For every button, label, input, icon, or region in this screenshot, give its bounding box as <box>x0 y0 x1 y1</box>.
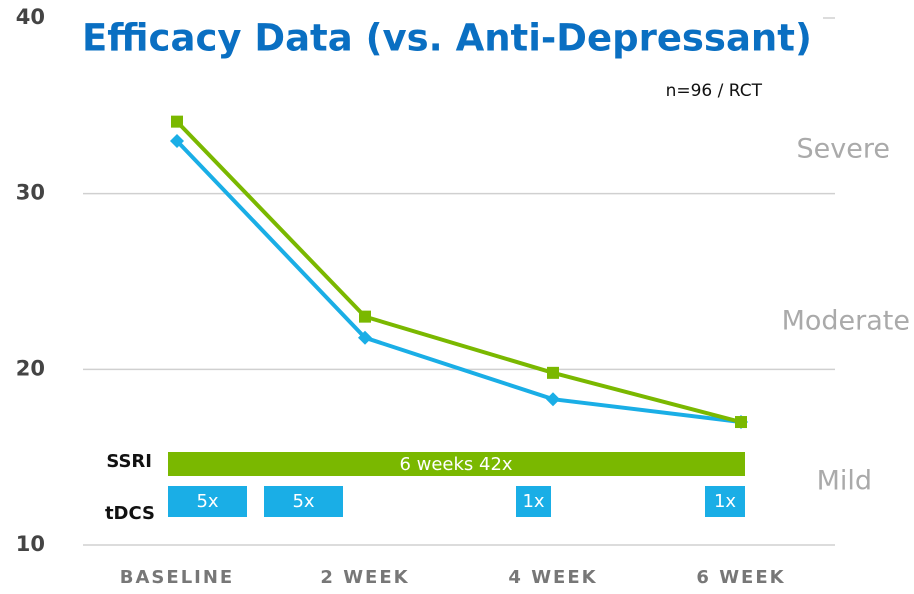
marker <box>170 133 184 148</box>
tdcs-box <box>168 486 247 517</box>
severity-label: Severe <box>797 134 890 165</box>
series-label: SSRI <box>106 451 152 472</box>
note: n=96 / RCT <box>666 81 763 101</box>
marker <box>547 366 559 379</box>
y-tick-label: 20 <box>16 356 45 380</box>
x-tick-label: BASELINE <box>120 567 234 588</box>
x-tick-label: 6 WEEK <box>696 567 785 588</box>
x-tick-label: 4 WEEK <box>508 567 597 588</box>
tdcs-box <box>264 486 343 517</box>
marker <box>546 392 560 407</box>
series-line <box>175 120 742 424</box>
marker <box>358 330 372 345</box>
tdcs-schedule: 5x <box>196 491 218 512</box>
tdcs-box <box>516 486 551 517</box>
y-tick-label: 10 <box>16 532 45 556</box>
tdcs-schedule: 1x <box>522 491 544 512</box>
ssri-bar <box>168 452 745 476</box>
marker <box>359 310 371 323</box>
y-tick-label: 30 <box>16 181 45 205</box>
tdcs-schedule: 5x <box>292 491 314 512</box>
series-label: tDCS <box>105 503 155 524</box>
marker <box>171 115 183 128</box>
x-tick-label: 2 WEEK <box>320 567 409 588</box>
marker <box>735 416 747 429</box>
y-tick-label: 40 <box>16 5 45 29</box>
chart-title: Efficacy Data (vs. Anti-Depressant) <box>82 17 812 60</box>
tdcs-schedule: 1x <box>714 491 736 512</box>
series-line <box>175 139 742 425</box>
severity-label: Moderate <box>782 306 910 337</box>
severity-label: Mild <box>817 466 872 497</box>
ssri-schedule: 6 weeks 42x <box>399 454 512 475</box>
tdcs-box <box>705 486 745 517</box>
